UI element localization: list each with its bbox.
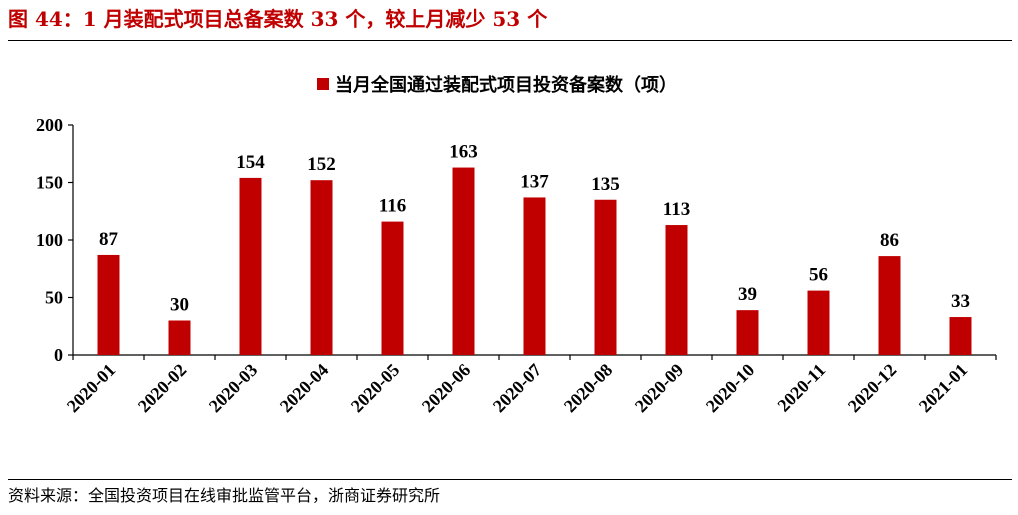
x-tick-label: 2020-12	[844, 360, 901, 417]
title-divider	[8, 40, 1012, 41]
bar	[807, 290, 830, 355]
bar	[452, 167, 475, 355]
x-tick-label: 2020-11	[773, 360, 829, 416]
x-tick-label: 2021-01	[915, 360, 972, 417]
figure-title-text: 图 44：1 月装配式项目总备案数 33 个，较上月减少 53 个	[8, 7, 548, 31]
y-tick-label: 0	[54, 345, 63, 365]
data-label: 135	[591, 174, 620, 195]
bar	[736, 310, 759, 355]
data-label: 137	[520, 171, 549, 192]
bar	[381, 221, 404, 355]
data-label: 87	[99, 229, 119, 250]
bar	[878, 256, 901, 355]
bar	[594, 199, 617, 355]
x-tick-label: 2020-04	[276, 360, 333, 417]
chart-bars	[97, 167, 972, 355]
data-label: 113	[663, 199, 690, 220]
source-text: 资料来源：全国投资项目在线审批监管平台，浙商证券研究所	[8, 486, 441, 505]
data-label: 56	[809, 265, 828, 286]
data-label: 152	[307, 154, 336, 175]
x-tick-label: 2020-06	[418, 360, 475, 417]
bar	[239, 177, 262, 355]
y-tick-label: 50	[45, 288, 63, 308]
x-tick-label: 2020-03	[205, 360, 262, 417]
bar	[168, 320, 191, 355]
bar	[97, 254, 120, 355]
x-tick-label: 2020-10	[702, 360, 759, 417]
chart-data-labels: 87 30 154 152 116 163 137 135 113 39 56 86 33	[99, 142, 970, 316]
x-tick-label: 2020-07	[489, 360, 546, 417]
x-tick-label: 2020-02	[134, 360, 191, 417]
y-tick-label: 100	[36, 230, 63, 250]
bar	[310, 180, 333, 355]
legend-label: 当月全国通过装配式项目投资备案数（项）	[335, 74, 677, 96]
bar	[665, 225, 688, 355]
x-tick-label: 2020-08	[560, 360, 617, 417]
legend-swatch	[317, 78, 329, 90]
data-label: 116	[379, 196, 406, 217]
data-label: 154	[236, 152, 265, 173]
data-label: 163	[449, 142, 478, 163]
bar	[949, 317, 972, 355]
chart-legend: 当月全国通过装配式项目投资备案数（项）	[317, 74, 677, 96]
bar	[523, 197, 546, 355]
x-tick-label: 2020-05	[347, 360, 404, 417]
chart-axes: 0 50 100 150 200 2020-01 2020-02 2020-03 2020-04…	[36, 115, 997, 417]
y-tick-label: 200	[36, 115, 63, 135]
x-tick-label: 2020-09	[631, 360, 688, 417]
data-label: 33	[951, 291, 970, 312]
data-label: 39	[738, 284, 757, 305]
data-label: 86	[880, 230, 899, 251]
y-tick-label: 150	[36, 173, 63, 193]
x-tick-label: 2020-01	[63, 360, 120, 417]
source-divider	[8, 479, 1012, 480]
source-note: 资料来源：全国投资项目在线审批监管平台，浙商证券研究所	[8, 482, 440, 510]
data-label: 30	[170, 295, 189, 316]
figure-title: 图 44：1 月装配式项目总备案数 33 个，较上月减少 53 个	[8, 4, 1012, 34]
